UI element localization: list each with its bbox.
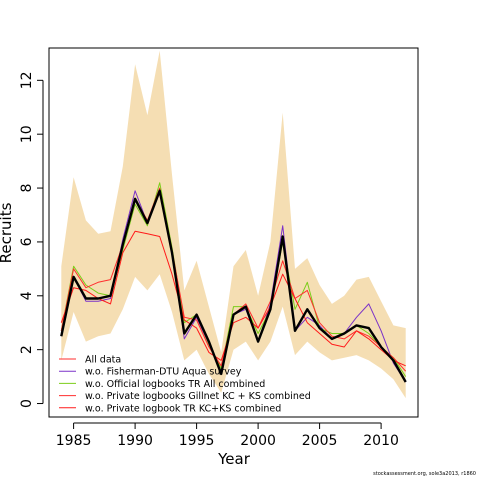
- x-tick-label: 1995: [179, 433, 215, 449]
- series-line-w-o-private-logbook-tr-kc-ks-combined: [60, 230, 406, 367]
- legend-label: w.o. Official logbooks TR All combined: [85, 379, 265, 390]
- confidence-band: [61, 50, 406, 399]
- footer-credit: stockassessment.org, sole3a2013, r1860: [373, 471, 476, 477]
- x-axis-label: Year: [217, 450, 251, 468]
- legend-label: All data: [85, 355, 121, 366]
- y-tick-label: 8: [19, 184, 35, 193]
- y-tick-label: 10: [19, 125, 35, 143]
- y-tick-label: 6: [19, 237, 35, 246]
- x-tick-label: 1990: [117, 433, 153, 449]
- x-tick-label: 2000: [240, 433, 276, 449]
- legend-label: w.o. Private logbooks Gillnet KC + KS co…: [85, 391, 311, 402]
- series-line-all-data: [60, 189, 407, 383]
- x-tick-label: 1985: [56, 433, 92, 449]
- confidence-band-layer: [61, 50, 406, 399]
- plot-frame: [48, 47, 419, 418]
- y-tick-label: 4: [19, 291, 35, 300]
- legend-label: w.o. Fisherman-DTU Aqua survey: [85, 367, 242, 378]
- legend-label: w.o. Private logbook TR KC+KS combined: [85, 403, 281, 414]
- x-axis: 1985 1990 1995 2000 2005 2010: [56, 422, 399, 449]
- y-axis-label: Recruits: [0, 202, 15, 263]
- x-tick-label: 2010: [363, 433, 399, 449]
- y-axis: 0 2 4 6 8 10 12: [19, 71, 44, 408]
- y-tick-label: 12: [19, 71, 35, 89]
- y-tick-label: 0: [19, 399, 35, 408]
- y-tick-label: 2: [19, 345, 35, 354]
- series-layer: [60, 182, 407, 383]
- x-tick-label: 2005: [302, 433, 338, 449]
